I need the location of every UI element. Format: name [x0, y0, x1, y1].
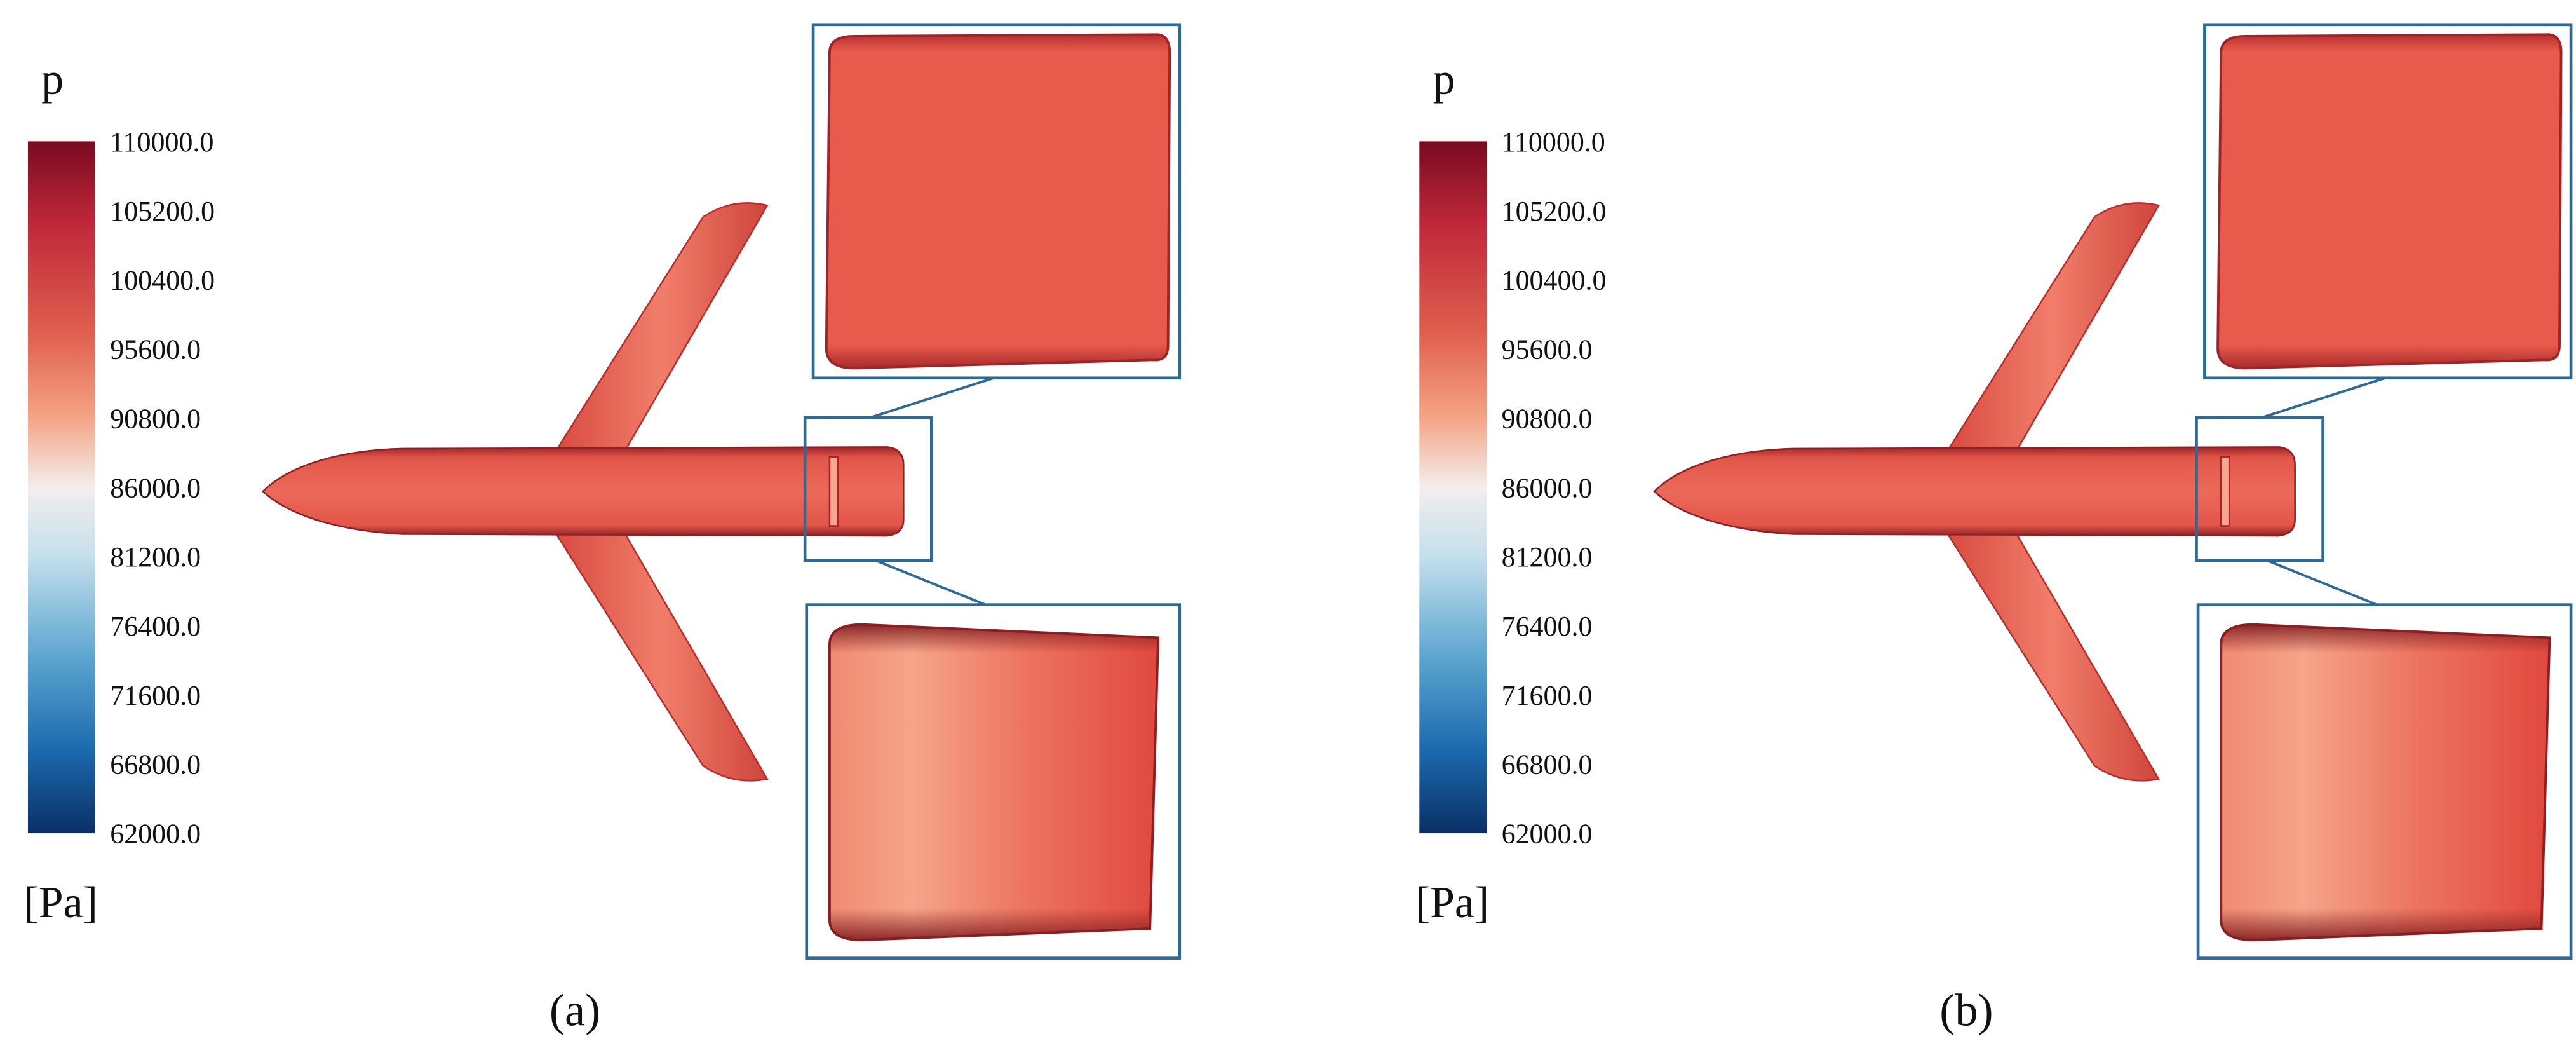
colorbar-tick-label: 62000.0: [1502, 819, 1593, 850]
wing-lower: [1945, 531, 2161, 782]
tail-detail: [828, 456, 839, 527]
caption: (a): [550, 984, 600, 1036]
panel: p 110000.0 105200.0 100400.0 95600.0 90800.0 8…: [24, 23, 1182, 1036]
wing-upper: [553, 202, 769, 453]
zoom-region: [803, 416, 933, 562]
colorbar-tick-label: 66800.0: [110, 749, 201, 780]
colorbar: [1419, 141, 1487, 834]
fuselage: [261, 446, 905, 537]
colorbar-tick-label: 86000.0: [1502, 472, 1593, 503]
colorbar: [27, 141, 95, 834]
colorbar-tick-label: 90800.0: [110, 403, 201, 434]
colorbar-tick-label: 100400.0: [110, 265, 215, 296]
zoom-region: [2195, 416, 2324, 562]
colorbar-tick-label: 76400.0: [110, 611, 201, 642]
connector: [2262, 376, 2386, 419]
colorbar-tick-label: 95600.0: [1502, 334, 1593, 365]
colorbar-tick-label: 90800.0: [1502, 403, 1593, 434]
fuselage: [1653, 446, 2296, 537]
colorbar-tick-label: 110000.0: [110, 126, 213, 158]
inset-shade: [829, 624, 1159, 941]
connector: [870, 376, 995, 419]
colorbar-tick-label: 95600.0: [110, 334, 201, 365]
colorbar-tick-label: 71600.0: [110, 680, 201, 711]
colorbar-tick-label: 71600.0: [1502, 680, 1593, 711]
colorbar-unit: [Pa]: [1415, 878, 1489, 927]
colorbar-tick-label: 66800.0: [1502, 749, 1593, 780]
colorbar-tick-label: 62000.0: [110, 819, 201, 850]
colorbar-unit: [Pa]: [24, 878, 98, 927]
colorbar-tick-label: 76400.0: [1502, 611, 1593, 642]
colorbar-tick-label: 105200.0: [1502, 196, 1607, 227]
colorbar-tick-label: 81200.0: [110, 541, 201, 573]
colorbar-tick-label: 105200.0: [110, 196, 215, 227]
inset-surface: [825, 33, 1171, 370]
tail-detail: [2220, 456, 2230, 527]
inset-surface: [2216, 33, 2563, 370]
caption: (b): [1939, 984, 1993, 1036]
wing-upper: [1945, 202, 2160, 453]
colorbar-title: p: [41, 55, 64, 104]
panel: p 110000.0 105200.0 100400.0 95600.0 90800.0 8…: [1415, 23, 2573, 1036]
inset-shade: [2221, 624, 2550, 941]
colorbar-title: p: [1433, 55, 1455, 104]
colorbar-tick-label: 86000.0: [110, 472, 201, 503]
connector: [875, 559, 987, 606]
connector: [2266, 559, 2378, 606]
wing-lower: [553, 531, 769, 782]
colorbar-tick-label: 100400.0: [1502, 265, 1607, 296]
colorbar-tick-label: 110000.0: [1502, 126, 1605, 158]
colorbar-tick-label: 81200.0: [1502, 541, 1593, 573]
